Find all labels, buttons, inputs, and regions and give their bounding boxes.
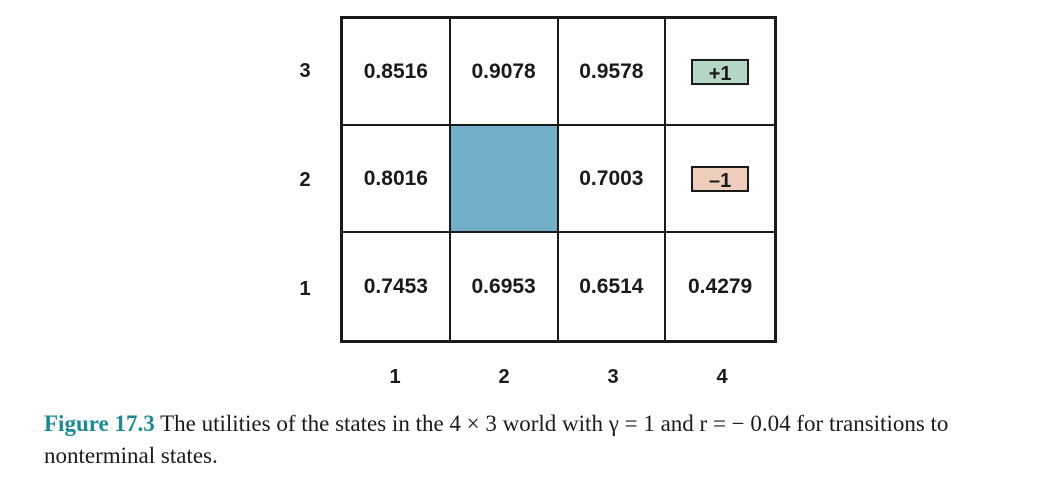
wall-cell-2-2 xyxy=(450,126,559,233)
utility-cell-2-3: 0.9078 xyxy=(450,19,559,126)
utility-cell-1-1: 0.7453 xyxy=(343,233,451,340)
figure-caption: Figure 17.3 The utilities of the states … xyxy=(44,408,1034,472)
row-label-1: 1 xyxy=(299,278,311,300)
terminal-reward-badge: –1 xyxy=(691,165,750,192)
utility-cell-4-1: 0.4279 xyxy=(688,274,753,298)
caption-text: The utilities of the states in the 4 × 3… xyxy=(44,411,949,468)
terminal-cell-4-3: +1 xyxy=(666,19,774,126)
row-label-3: 3 xyxy=(299,60,311,82)
utility-cell-3-1: 0.6514 xyxy=(559,233,667,340)
row-label-2: 2 xyxy=(299,169,311,191)
column-label-3: 3 xyxy=(607,366,619,388)
utility-cell-2-1: 0.6953 xyxy=(451,233,559,340)
utility-cell-3-2: 0.7003 xyxy=(558,126,667,233)
figure-label: Figure 17.3 xyxy=(44,411,155,436)
column-label-2: 2 xyxy=(498,366,510,388)
utility-cell-3-3: 0.9578 xyxy=(558,19,667,126)
utility-cell-1-2: 0.8016 xyxy=(343,126,451,233)
terminal-reward-badge: +1 xyxy=(691,58,750,85)
column-label-4: 4 xyxy=(716,366,728,388)
utility-cell-1-3: 0.8516 xyxy=(343,19,451,126)
column-label-1: 1 xyxy=(389,366,401,388)
terminal-cell-4-2: –1 xyxy=(666,126,774,233)
utility-grid: 0.8516 0.9078 0.9578 +1 0.8016 0.7003 –1 0.7453… xyxy=(340,16,777,343)
